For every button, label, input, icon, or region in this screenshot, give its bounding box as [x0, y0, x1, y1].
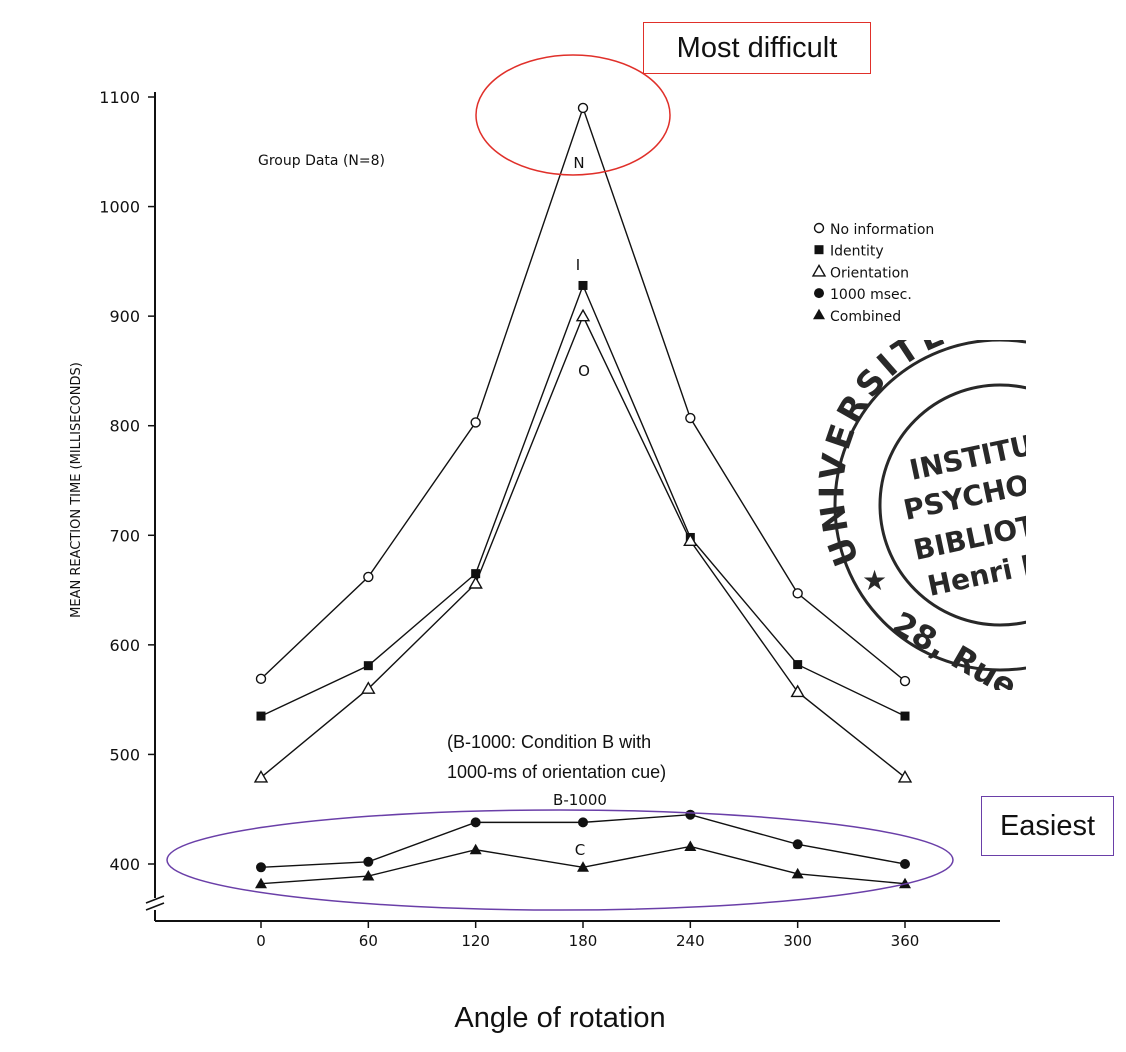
series-line	[260, 105, 906, 682]
data-point	[791, 867, 804, 879]
data-point	[897, 770, 913, 783]
easiest-label: Easiest	[999, 809, 1096, 842]
data-point	[469, 843, 482, 855]
easiest-callout: Easiest	[981, 796, 1114, 856]
most-difficult-callout: Most difficult	[643, 22, 871, 74]
series-label: O	[578, 362, 590, 380]
y-tick-label: 600	[109, 636, 140, 655]
data-point	[685, 809, 696, 820]
series-label: B-1000	[553, 791, 607, 809]
stamp-outer-ring	[833, 340, 1026, 672]
x-tick-label: 120	[461, 932, 490, 950]
data-point	[256, 711, 266, 721]
data-point	[577, 861, 589, 872]
x-axis-label: Angle of rotation	[454, 1002, 665, 1034]
data-point	[362, 870, 375, 881]
x-tick-label: 60	[359, 932, 378, 950]
x-tick-label: 0	[256, 932, 266, 950]
x-tick-label: 300	[783, 932, 812, 950]
data-point	[578, 817, 588, 828]
data-point	[793, 660, 803, 670]
legend-marker	[813, 222, 825, 234]
easiest-ellipse	[166, 809, 954, 911]
data-point	[363, 661, 373, 671]
series-line	[260, 283, 906, 717]
data-point	[468, 576, 483, 589]
legend-label: No information	[830, 222, 934, 238]
legend-marker	[814, 245, 824, 255]
stamp-inner-ring	[878, 383, 1026, 627]
legend-marker	[811, 263, 827, 277]
data-point	[363, 856, 374, 867]
series-identity	[256, 280, 910, 721]
data-point	[470, 817, 481, 828]
most-difficult-label: Most difficult	[676, 31, 838, 64]
legend-marker	[813, 308, 825, 320]
y-tick-label: 1100	[99, 88, 140, 107]
y-axis-label: MEAN REACTION TIME (MILLISECONDS)	[69, 362, 84, 618]
y-tick-label: 400	[109, 855, 140, 874]
series-label: N	[573, 154, 584, 172]
data-point	[361, 681, 376, 694]
x-tick-label: 240	[676, 932, 705, 950]
series-orientation	[253, 308, 913, 783]
data-point	[255, 877, 267, 889]
series-1000-msec	[256, 809, 910, 873]
y-tick-label: 900	[109, 307, 140, 326]
data-point	[575, 308, 591, 322]
series-line	[260, 314, 906, 778]
legend-label: Orientation	[830, 265, 909, 281]
legend-label: Identity	[830, 244, 884, 260]
data-point	[899, 675, 911, 687]
data-point	[792, 588, 803, 599]
note-line-2: 1000-ms of orientation cue)	[447, 762, 667, 782]
data-point	[900, 859, 910, 869]
most-difficult-ellipse	[475, 54, 671, 176]
data-point	[363, 571, 374, 583]
series-label: C	[575, 841, 585, 859]
series-combined	[255, 840, 911, 889]
data-point	[685, 412, 696, 424]
x-tick-label: 180	[569, 932, 598, 950]
axis-break-mark	[145, 895, 165, 911]
y-tick-label: 700	[109, 526, 140, 545]
data-point	[253, 770, 269, 783]
series-label: I	[576, 256, 580, 274]
data-point	[684, 840, 697, 851]
data-point	[578, 280, 588, 290]
legend-label: Combined	[830, 309, 901, 325]
data-point	[900, 711, 910, 721]
data-point	[577, 102, 589, 114]
note-line-1: (B-1000: Condition B with	[447, 732, 652, 752]
star-icon: ★	[862, 564, 887, 597]
x-tick-label: 360	[891, 932, 920, 950]
y-tick-label: 1000	[99, 198, 140, 217]
data-point	[256, 862, 266, 873]
data-point	[899, 877, 911, 889]
data-point	[792, 839, 803, 850]
series-no-information	[255, 102, 911, 687]
data-point	[683, 533, 698, 546]
b1000-note: (B-1000: Condition B with 1000-ms of ori…	[447, 727, 666, 787]
chart-title: Group Data (N=8)	[258, 153, 385, 169]
legend-label: 1000 msec.	[830, 287, 912, 303]
library-stamp: UNIVERSITE DEINSTITUTPSYCHOLOBIBLIOTHHen…	[812, 340, 1026, 705]
y-tick-label: 800	[109, 417, 140, 436]
stamp-text: 28, Rue	[886, 604, 1024, 705]
y-tick-label: 500	[109, 745, 140, 764]
data-point	[471, 569, 481, 579]
legend-marker	[814, 288, 824, 299]
data-point	[255, 673, 267, 685]
data-point	[470, 417, 481, 428]
data-point	[790, 684, 805, 698]
